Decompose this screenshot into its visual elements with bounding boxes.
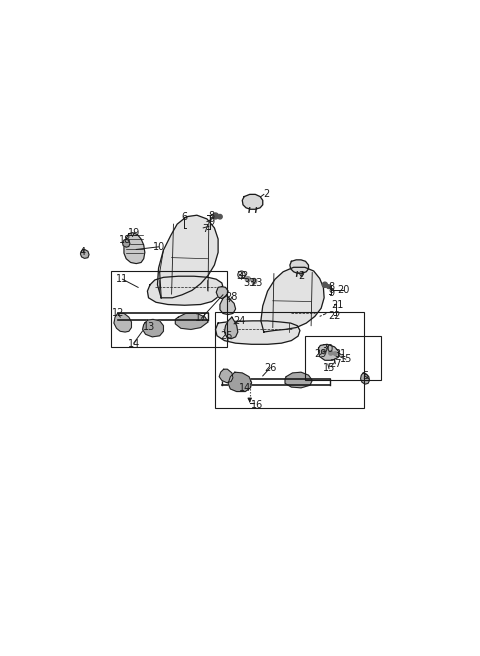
Polygon shape (114, 314, 132, 332)
Text: 2: 2 (299, 271, 305, 281)
Text: 9: 9 (328, 288, 335, 298)
Text: 14: 14 (128, 338, 140, 348)
Text: 31: 31 (335, 350, 347, 359)
Text: 22: 22 (328, 312, 341, 321)
Text: 4: 4 (80, 247, 86, 257)
Polygon shape (360, 373, 370, 384)
Text: 17: 17 (195, 314, 207, 323)
Polygon shape (228, 372, 252, 392)
Text: 2: 2 (264, 189, 270, 199)
Text: 28: 28 (226, 292, 238, 302)
Text: 6: 6 (181, 213, 188, 222)
Polygon shape (157, 215, 218, 298)
Text: 8: 8 (209, 211, 215, 221)
Text: 9: 9 (209, 217, 215, 227)
Text: 12: 12 (111, 308, 124, 318)
Text: 13: 13 (143, 322, 156, 332)
Bar (305, 337, 381, 380)
Polygon shape (290, 260, 309, 274)
Text: 21: 21 (331, 300, 343, 310)
Text: 5: 5 (362, 371, 368, 381)
Text: 20: 20 (337, 285, 349, 295)
Circle shape (245, 277, 251, 282)
Polygon shape (216, 321, 300, 344)
Polygon shape (225, 317, 238, 338)
Circle shape (213, 213, 218, 219)
Circle shape (327, 285, 330, 289)
Circle shape (252, 278, 257, 283)
Circle shape (238, 271, 245, 278)
Text: 18: 18 (119, 235, 131, 245)
Text: 15: 15 (339, 354, 352, 364)
Text: 25: 25 (220, 331, 233, 341)
Circle shape (329, 350, 333, 355)
Polygon shape (242, 194, 263, 209)
Text: 11: 11 (116, 274, 129, 284)
Polygon shape (122, 239, 130, 247)
Text: 7: 7 (202, 224, 208, 234)
Polygon shape (216, 287, 228, 298)
Polygon shape (81, 249, 89, 258)
Text: 24: 24 (233, 316, 245, 326)
Text: 29: 29 (314, 350, 326, 359)
Polygon shape (175, 314, 208, 329)
Text: 30: 30 (321, 344, 333, 354)
Circle shape (322, 350, 326, 354)
Text: 8: 8 (328, 281, 335, 292)
Circle shape (334, 352, 337, 356)
Text: 16: 16 (251, 400, 264, 410)
Text: 15: 15 (323, 363, 335, 373)
Text: 23: 23 (250, 278, 263, 288)
Polygon shape (219, 369, 233, 382)
Text: 10: 10 (153, 242, 165, 252)
Text: 26: 26 (264, 363, 276, 373)
Circle shape (322, 282, 327, 287)
Polygon shape (220, 295, 236, 314)
Text: 14: 14 (239, 383, 251, 393)
Polygon shape (124, 233, 145, 264)
Bar (111, 271, 228, 347)
Text: 27: 27 (329, 359, 342, 369)
Bar (216, 312, 363, 407)
Polygon shape (143, 319, 163, 337)
Polygon shape (285, 372, 312, 388)
Text: 33: 33 (243, 278, 256, 288)
Polygon shape (261, 267, 324, 332)
Polygon shape (319, 344, 339, 360)
Text: 32: 32 (236, 271, 249, 281)
Polygon shape (147, 276, 224, 305)
Circle shape (218, 215, 222, 219)
Text: 19: 19 (128, 228, 141, 237)
